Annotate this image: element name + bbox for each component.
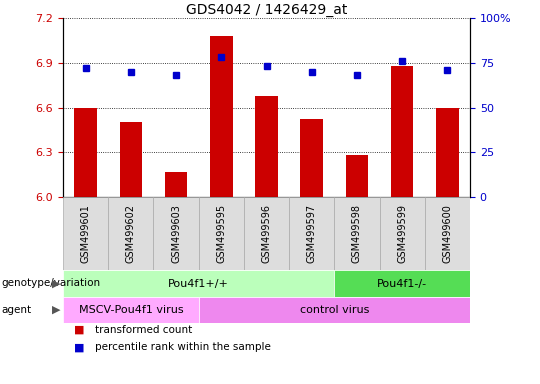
Bar <box>210 36 233 197</box>
Bar <box>153 197 199 270</box>
Bar <box>334 270 470 297</box>
Bar <box>63 297 199 323</box>
Bar <box>300 119 323 197</box>
Bar <box>165 172 187 197</box>
Text: Pou4f1+/+: Pou4f1+/+ <box>168 278 229 288</box>
Text: percentile rank within the sample: percentile rank within the sample <box>96 342 271 352</box>
Bar <box>108 197 153 270</box>
Text: ■: ■ <box>74 325 84 335</box>
Bar <box>199 197 244 270</box>
Bar <box>75 108 97 197</box>
Text: GSM499600: GSM499600 <box>442 204 453 263</box>
Bar <box>436 108 458 197</box>
Text: ▶: ▶ <box>52 278 61 288</box>
Text: MSCV-Pou4f1 virus: MSCV-Pou4f1 virus <box>78 305 183 315</box>
Text: Pou4f1-/-: Pou4f1-/- <box>377 278 427 288</box>
Bar <box>391 66 414 197</box>
Text: ▶: ▶ <box>52 305 61 315</box>
Text: GSM499602: GSM499602 <box>126 204 136 263</box>
Bar <box>425 197 470 270</box>
Title: GDS4042 / 1426429_at: GDS4042 / 1426429_at <box>186 3 347 17</box>
Bar <box>255 96 278 197</box>
Bar <box>244 197 289 270</box>
Bar <box>63 197 108 270</box>
Text: transformed count: transformed count <box>96 325 193 335</box>
Text: GSM499599: GSM499599 <box>397 204 407 263</box>
Text: GSM499598: GSM499598 <box>352 204 362 263</box>
Bar <box>119 122 142 197</box>
Text: ■: ■ <box>74 342 84 352</box>
Bar <box>63 270 334 297</box>
Text: GSM499596: GSM499596 <box>261 204 272 263</box>
Text: GSM499595: GSM499595 <box>217 204 226 263</box>
Bar <box>199 297 470 323</box>
Text: genotype/variation: genotype/variation <box>1 278 100 288</box>
Bar <box>380 197 425 270</box>
Text: GSM499601: GSM499601 <box>80 204 91 263</box>
Text: GSM499597: GSM499597 <box>307 204 317 263</box>
Bar <box>334 197 380 270</box>
Text: GSM499603: GSM499603 <box>171 204 181 263</box>
Bar <box>289 197 334 270</box>
Text: control virus: control virus <box>300 305 369 315</box>
Bar <box>346 155 368 197</box>
Text: agent: agent <box>1 305 31 315</box>
